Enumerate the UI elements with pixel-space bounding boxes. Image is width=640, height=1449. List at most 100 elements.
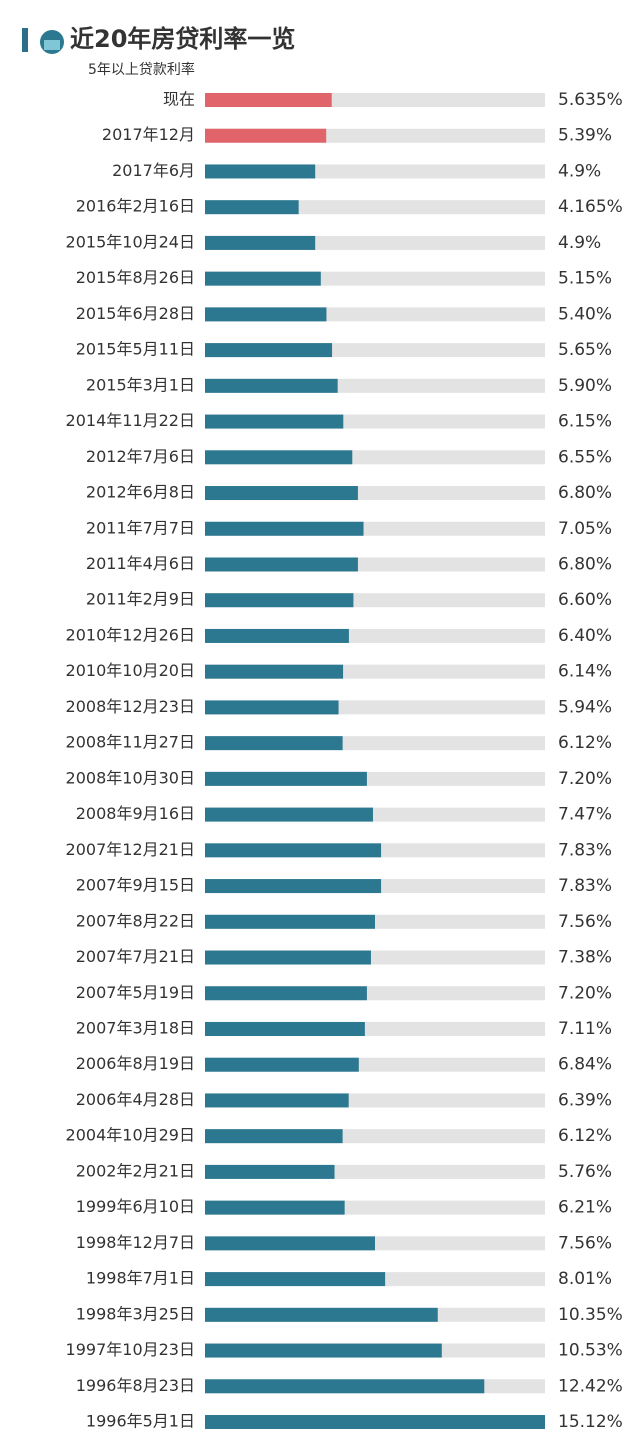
bar xyxy=(205,986,367,1001)
value-label: 6.14% xyxy=(558,662,612,682)
category-label: 2015年3月1日 xyxy=(86,375,195,394)
bar xyxy=(205,1379,485,1394)
title-bar xyxy=(22,28,28,52)
bar xyxy=(205,1129,343,1144)
value-label: 5.39% xyxy=(558,126,612,146)
value-label: 5.635% xyxy=(558,90,623,110)
category-label: 2017年12月 xyxy=(102,125,195,144)
value-label: 6.55% xyxy=(558,447,612,467)
bar xyxy=(205,950,371,965)
category-label: 1996年8月23日 xyxy=(76,1376,195,1395)
bar xyxy=(205,1272,386,1287)
bar xyxy=(205,1164,335,1179)
value-label: 12.42% xyxy=(558,1376,623,1396)
bar xyxy=(205,1093,349,1108)
bar xyxy=(205,521,364,536)
category-label: 2008年12月23日 xyxy=(66,697,195,716)
category-label: 2006年4月28日 xyxy=(76,1090,195,1109)
title-icon-detail xyxy=(44,40,60,50)
value-label: 7.83% xyxy=(558,840,612,860)
bar xyxy=(205,307,327,322)
category-label: 2007年3月18日 xyxy=(76,1018,195,1037)
category-label: 2010年12月26日 xyxy=(66,625,195,644)
category-label: 2011年7月7日 xyxy=(86,518,195,537)
bar xyxy=(205,450,353,465)
bar xyxy=(205,736,343,751)
category-label: 2011年2月9日 xyxy=(86,590,195,609)
value-label: 6.39% xyxy=(558,1090,612,1110)
category-label: 2008年9月16日 xyxy=(76,804,195,823)
bar xyxy=(205,414,344,429)
bar xyxy=(205,164,316,179)
category-label: 2012年6月8日 xyxy=(86,483,195,502)
category-label: 2007年12月21日 xyxy=(66,840,195,859)
bar xyxy=(205,843,382,858)
category-label: 2015年5月11日 xyxy=(76,340,195,359)
category-label: 2010年10月20日 xyxy=(66,661,195,680)
category-label: 1998年3月25日 xyxy=(76,1304,195,1323)
category-label: 2011年4月6日 xyxy=(86,554,195,573)
value-label: 7.11% xyxy=(558,1019,612,1039)
value-label: 4.165% xyxy=(558,197,623,217)
value-label: 7.20% xyxy=(558,983,612,1003)
bar xyxy=(205,1307,438,1322)
value-label: 5.15% xyxy=(558,269,612,289)
category-label: 1996年5月1日 xyxy=(86,1412,195,1431)
value-label: 6.15% xyxy=(558,412,612,432)
category-label: 2015年10月24日 xyxy=(66,232,195,251)
value-label: 4.9% xyxy=(558,233,601,253)
bar xyxy=(205,593,354,608)
bar xyxy=(205,771,367,786)
chart-title: 近20年房贷利率一览 xyxy=(70,25,295,53)
chart-subtitle: 5年以上贷款利率 xyxy=(88,61,195,78)
value-label: 6.21% xyxy=(558,1198,612,1218)
value-label: 7.56% xyxy=(558,912,612,932)
value-label: 4.9% xyxy=(558,161,601,181)
category-label: 2015年6月28日 xyxy=(76,304,195,323)
category-label: 1997年10月23日 xyxy=(66,1340,195,1359)
category-label: 2017年6月 xyxy=(112,161,195,180)
category-label: 2008年10月30日 xyxy=(66,768,195,787)
bar xyxy=(205,1200,345,1215)
category-label: 2015年8月26日 xyxy=(76,268,195,287)
category-label: 现在 xyxy=(163,90,195,109)
value-label: 6.40% xyxy=(558,626,612,646)
bar xyxy=(205,807,373,822)
category-label: 2006年8月19日 xyxy=(76,1054,195,1073)
bar xyxy=(205,1415,545,1430)
value-label: 15.12% xyxy=(558,1412,623,1432)
value-label: 5.94% xyxy=(558,697,612,717)
category-label: 2016年2月16日 xyxy=(76,197,195,216)
value-label: 10.53% xyxy=(558,1341,623,1361)
category-label: 2007年9月15日 xyxy=(76,876,195,895)
value-label: 7.20% xyxy=(558,769,612,789)
value-label: 7.38% xyxy=(558,948,612,968)
value-label: 5.90% xyxy=(558,376,612,396)
bar xyxy=(205,486,358,501)
value-label: 6.60% xyxy=(558,590,612,610)
bar xyxy=(205,343,333,358)
value-label: 7.83% xyxy=(558,876,612,896)
value-label: 8.01% xyxy=(558,1269,612,1289)
category-label: 2002年2月21日 xyxy=(76,1161,195,1180)
value-label: 6.84% xyxy=(558,1055,612,1075)
value-label: 7.47% xyxy=(558,805,612,825)
value-label: 7.56% xyxy=(558,1233,612,1253)
value-label: 10.35% xyxy=(558,1305,623,1325)
value-label: 6.12% xyxy=(558,1126,612,1146)
bar xyxy=(205,200,299,215)
bar xyxy=(205,1021,365,1036)
bar xyxy=(205,235,316,250)
value-label: 6.80% xyxy=(558,483,612,503)
value-label: 5.65% xyxy=(558,340,612,360)
category-label: 2008年11月27日 xyxy=(66,733,195,752)
value-label: 5.40% xyxy=(558,304,612,324)
category-label: 1999年6月10日 xyxy=(76,1197,195,1216)
bar xyxy=(205,700,339,715)
category-label: 1998年7月1日 xyxy=(86,1269,195,1288)
bar xyxy=(205,664,344,679)
bar xyxy=(205,128,327,143)
bar xyxy=(205,271,321,286)
